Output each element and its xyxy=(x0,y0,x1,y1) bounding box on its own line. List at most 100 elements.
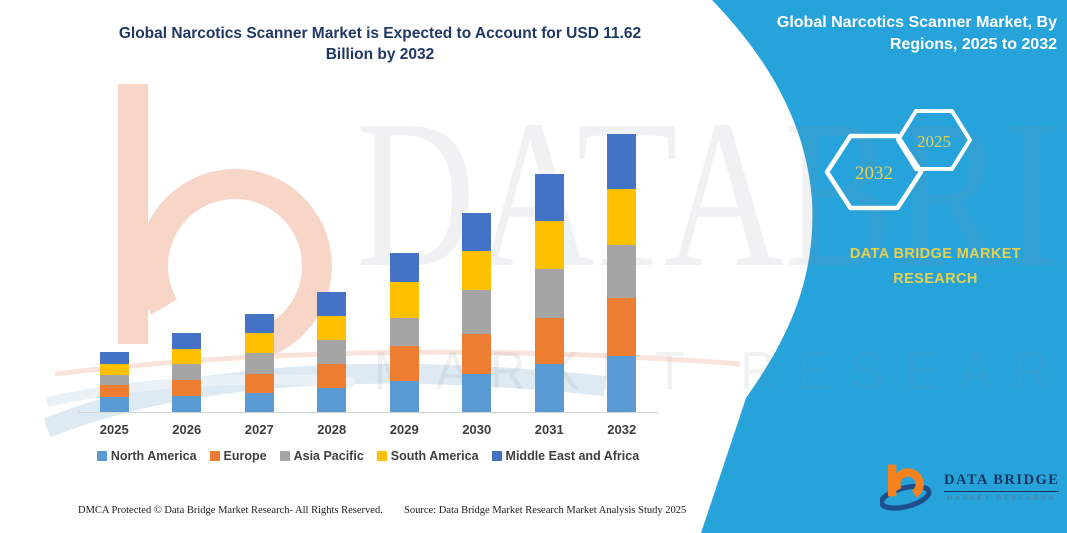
side-panel-heading-line2: Regions, 2025 to 2032 xyxy=(889,36,1057,53)
bar-segment xyxy=(607,355,637,412)
bar-segment xyxy=(462,374,492,412)
hexagon-2025 xyxy=(896,109,972,171)
x-axis-label: 2026 xyxy=(172,422,202,437)
bar-segment xyxy=(317,291,347,316)
bar-2028 xyxy=(317,291,347,412)
x-axis-label: 2032 xyxy=(607,422,637,437)
legend-swatch-icon xyxy=(491,451,502,461)
legend-item: Middle East and Africa xyxy=(491,449,640,463)
bar-segment xyxy=(172,396,202,412)
chart-legend: North America Europe Asia Pacific South Ame… xyxy=(78,449,658,463)
bar-2030 xyxy=(462,212,492,412)
bar-segment xyxy=(607,188,637,245)
bar-segment xyxy=(99,363,129,376)
legend-label: Middle East and Africa xyxy=(505,449,640,463)
x-axis-label: 2025 xyxy=(99,422,129,437)
x-axis-label: 2030 xyxy=(462,422,492,437)
source-note: Source: Data Bridge Market Research Mark… xyxy=(404,505,687,516)
bar-segment xyxy=(607,244,637,299)
bar-segment xyxy=(389,380,419,412)
bar-segment xyxy=(317,315,347,340)
hexagon-2032-label: 2032 xyxy=(855,163,893,184)
legend-item: Asia Pacific xyxy=(279,449,364,463)
bar-segment xyxy=(244,373,274,394)
bar-segment xyxy=(607,134,637,189)
bar-segment xyxy=(462,212,492,252)
bar-segment xyxy=(389,318,419,347)
legend-swatch-icon xyxy=(209,451,220,461)
x-axis-label: 2028 xyxy=(317,422,347,437)
bar-2027 xyxy=(244,313,274,412)
company-logo-subtitle: MARKET RESEARCH xyxy=(946,495,1057,502)
logo-swoosh xyxy=(880,483,932,511)
legend-swatch-icon xyxy=(96,451,107,461)
x-axis-label: 2027 xyxy=(244,422,274,437)
brand-caption: DATA BRIDGE MARKET RESEARCH xyxy=(828,242,1043,292)
bar-segment xyxy=(99,384,129,397)
legend-item: North America xyxy=(96,449,197,463)
company-logo-name: DATA BRIDGE xyxy=(944,472,1060,492)
bar-segment xyxy=(389,346,419,381)
company-logo-icon xyxy=(880,464,932,511)
brand-caption-line2: RESEARCH xyxy=(893,271,978,287)
company-logo-text: DATA BRIDGE MARKET RESEARCH xyxy=(944,472,1060,502)
side-panel-heading: Global Narcotics Scanner Market, By Regi… xyxy=(757,12,1057,56)
bar-segment xyxy=(534,268,564,319)
x-axis-label: 2031 xyxy=(534,422,564,437)
bar-2026 xyxy=(172,332,202,412)
hexagon-2032 xyxy=(824,133,924,211)
bar-segment xyxy=(534,221,564,269)
hexagon-2025-label: 2025 xyxy=(917,132,951,151)
company-logo: DATA BRIDGE MARKET RESEARCH xyxy=(880,461,1060,513)
dmca-notice: DMCA Protected © Data Bridge Market Rese… xyxy=(78,505,383,516)
brand-caption-line1: DATA BRIDGE MARKET xyxy=(849,246,1022,262)
bar-segment xyxy=(462,251,492,291)
bar-2032 xyxy=(607,134,637,412)
bar-segment xyxy=(534,318,564,364)
legend-label: South America xyxy=(390,449,479,463)
bar-2025 xyxy=(99,351,129,412)
bar-segment xyxy=(99,375,129,385)
bar-segment xyxy=(462,290,492,334)
bar-segment xyxy=(244,313,274,333)
bar-segment xyxy=(607,298,637,356)
bar-segment xyxy=(462,333,492,374)
chart-title-line2: Billion by 2032 xyxy=(325,46,435,63)
bar-segment xyxy=(389,282,419,319)
chart-title-line1: Global Narcotics Scanner Market is Expec… xyxy=(118,25,642,42)
logo-b-bowl xyxy=(892,468,924,501)
legend-swatch-icon xyxy=(279,451,290,461)
plot-area xyxy=(78,118,658,413)
bar-segment xyxy=(534,363,564,412)
stacked-bar-chart: 2025 2026 2027 2028 2029 2030 2031 2032 North A… xyxy=(78,118,658,463)
bar-segment xyxy=(172,364,202,380)
legend-label: Europe xyxy=(223,449,267,463)
bar-segment xyxy=(99,396,129,412)
bar-segment xyxy=(244,352,274,374)
bar-segment xyxy=(389,252,419,283)
x-axis-labels: 2025 2026 2027 2028 2029 2030 2031 2032 xyxy=(78,413,658,437)
bar-segment xyxy=(534,174,564,222)
bar-segment xyxy=(317,363,347,388)
bar-segment xyxy=(244,332,274,353)
legend-label: Asia Pacific xyxy=(293,449,364,463)
legend-item: Europe xyxy=(209,449,267,463)
bar-segment xyxy=(172,332,202,350)
side-panel-heading-line1: Global Narcotics Scanner Market, By xyxy=(776,14,1057,31)
bar-2029 xyxy=(389,252,419,412)
hexagon-badges: 2025 2032 xyxy=(824,109,972,211)
bar-segment xyxy=(172,379,202,397)
bar-segment xyxy=(172,349,202,365)
bar-segment xyxy=(244,393,274,412)
bar-segment xyxy=(317,387,347,412)
legend-item: South America xyxy=(376,449,479,463)
legend-label: North America xyxy=(110,449,197,463)
bar-segment xyxy=(99,351,129,364)
legend-swatch-icon xyxy=(376,451,387,461)
chart-title: Global Narcotics Scanner Market is Expec… xyxy=(80,23,680,65)
bar-segment xyxy=(317,339,347,364)
bar-2031 xyxy=(534,174,564,412)
side-panel-wave-shape xyxy=(701,0,1067,533)
